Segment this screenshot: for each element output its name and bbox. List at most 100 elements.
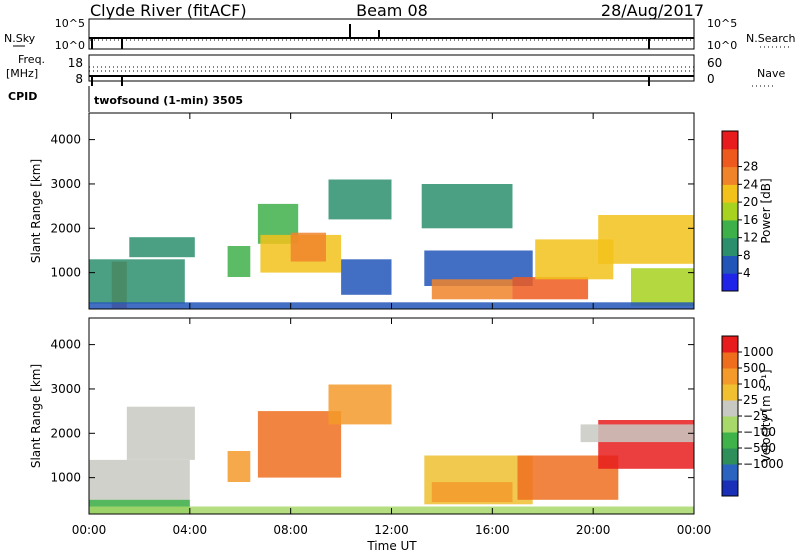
cpid-label: CPID xyxy=(8,90,37,103)
power-echo-region-15 xyxy=(631,268,694,306)
velocity-colorbar-swatch-8 xyxy=(722,352,738,369)
power-colorbar-swatch-8 xyxy=(722,131,738,150)
velocity-echo-region-2 xyxy=(126,406,195,460)
velocity-echo-region-3 xyxy=(227,451,251,482)
velocity-ytick-label-0: 1000 xyxy=(50,471,81,485)
velocity-colorbar-swatch-3 xyxy=(722,432,738,449)
velocity-colorbar-swatch-4 xyxy=(722,416,738,433)
power-colorbar-tick-label-1: 8 xyxy=(743,248,751,262)
velocity-colorbar-swatch-1 xyxy=(722,464,738,481)
time-axis: 00:00 04:00 08:00 12:00 16:00 20:00 00:00 xyxy=(72,523,712,537)
nsearch-tick-top: 10^5 xyxy=(707,17,737,30)
power-colorbar-tick-label-5: 24 xyxy=(743,177,758,191)
power-echo-region-2 xyxy=(129,237,195,258)
power-ytick-label-0: 1000 xyxy=(50,266,81,280)
velocity-colorbar-tick-label-4: −25 xyxy=(743,409,768,423)
power-colorbar-swatch-5 xyxy=(722,184,738,203)
velocity-colorbar: 1000 500 100 25 −25 −100 −500 −1000 xyxy=(721,335,784,497)
velocity-colorbar-tick-label-2: 100 xyxy=(743,377,766,391)
noise-panel: N.Sky 10^5 10^0 10^5 10^0 N.Search xyxy=(4,17,796,52)
power-echo-region-12 xyxy=(512,277,589,300)
time-axis-label: Time UT xyxy=(366,539,417,553)
velocity-panel: 1000 2000 3000 4000 Slant Range [km] 1000 50… xyxy=(29,317,784,515)
beam-title: Beam 08 xyxy=(356,1,428,20)
nsearch-tick-bottom: 10^0 xyxy=(707,39,737,52)
power-echo-region-9 xyxy=(421,184,513,229)
power-echo-region-11 xyxy=(431,279,513,300)
date-title: 28/Aug/2017 xyxy=(601,1,704,20)
freq-unit-label: [MHz] xyxy=(6,67,38,80)
velocity-colorbar-label: Velocity [m s⁻¹] xyxy=(759,369,773,462)
power-echo-region-14 xyxy=(598,215,694,264)
velocity-colorbar-swatch-2 xyxy=(722,448,738,465)
power-colorbar-tick-label-6: 28 xyxy=(743,160,758,174)
nave-tick-top: 60 xyxy=(707,56,722,70)
nsky-label: N.Sky xyxy=(4,32,36,45)
power-echo-region-8 xyxy=(341,259,392,295)
velocity-colorbar-tick-label-6: −500 xyxy=(743,441,776,455)
velocity-y-ticks: 1000 2000 3000 4000 xyxy=(50,318,695,514)
power-colorbar-label: Power [dB] xyxy=(759,178,773,243)
power-colorbar-swatch-3 xyxy=(722,219,738,239)
power-colorbar-tick-label-2: 12 xyxy=(743,231,758,245)
power-colorbar-swatch-6 xyxy=(722,166,738,185)
velocity-ytick-label-2: 3000 xyxy=(50,382,81,396)
time-tick-label-5: 20:00 xyxy=(576,523,611,537)
velocity-echo-region-5 xyxy=(328,384,392,425)
power-data-layer xyxy=(89,179,694,309)
power-ytick-label-1: 2000 xyxy=(50,221,81,235)
velocity-echo-region-10 xyxy=(580,424,694,443)
power-echo-region-7 xyxy=(328,179,392,220)
station-title: Clyde River (fitACF) xyxy=(90,1,247,20)
velocity-ytick-label-3: 4000 xyxy=(50,338,81,352)
power-colorbar-swatch-1 xyxy=(722,255,738,274)
power-y-ticks: 1000 2000 3000 4000 xyxy=(50,113,695,309)
nave-tick-bottom: 0 xyxy=(707,72,715,86)
power-echo-region-1 xyxy=(89,259,185,304)
power-colorbar-tick-label-3: 16 xyxy=(743,213,758,227)
velocity-colorbar-swatch-6 xyxy=(722,384,738,401)
power-colorbar-swatch-7 xyxy=(722,148,738,168)
power-ylabel: Slant Range [km] xyxy=(29,159,43,263)
velocity-colorbar-tick-label-1: 500 xyxy=(743,361,766,375)
velocity-colorbar-tick-label-0: 1000 xyxy=(743,345,774,359)
time-tick-label-4: 16:00 xyxy=(475,523,510,537)
nsky-tick-bottom: 10^0 xyxy=(55,39,85,52)
power-colorbar-swatch-2 xyxy=(722,237,738,256)
power-colorbar-swatch-0 xyxy=(722,273,738,292)
power-ytick-label-3: 4000 xyxy=(50,133,81,147)
power-colorbar-tick-label-0: 4 xyxy=(743,266,751,280)
power-ytick-label-2: 3000 xyxy=(50,177,81,191)
velocity-echo-region-7 xyxy=(431,482,513,503)
freq-tick-bottom: 8 xyxy=(75,72,83,86)
power-echo-region-6 xyxy=(290,232,326,262)
cpid-row: CPID twofsound (1-min) 3505 xyxy=(8,86,243,112)
nsky-tick-top: 10^5 xyxy=(55,17,85,30)
velocity-colorbar-tick-label-7: −1000 xyxy=(743,457,784,471)
power-panel: 1000 2000 3000 4000 Slant Range [km] 4 8 12 16… xyxy=(29,112,773,310)
velocity-ytick-label-1: 2000 xyxy=(50,426,81,440)
velocity-colorbar-swatch-7 xyxy=(722,368,738,385)
time-tick-label-3: 12:00 xyxy=(374,523,409,537)
velocity-colorbar-swatch-5 xyxy=(722,400,738,417)
velocity-echo-region-4 xyxy=(257,411,342,478)
nave-label: Nave xyxy=(757,67,785,80)
nsearch-label: N.Search xyxy=(746,32,796,45)
velocity-colorbar-swatch-0 xyxy=(722,480,738,497)
power-colorbar-swatch-4 xyxy=(722,202,738,221)
velocity-colorbar-swatch-9 xyxy=(722,336,738,353)
freq-panel: Freq. [MHz] 18 8 60 0 Nave xyxy=(6,53,785,87)
velocity-colorbar-tick-label-3: 25 xyxy=(743,393,758,407)
cpid-text: twofsound (1-min) 3505 xyxy=(94,94,243,107)
power-colorbar-tick-label-4: 20 xyxy=(743,195,758,209)
velocity-colorbar-tick-label-5: −100 xyxy=(743,425,776,439)
time-tick-label-2: 08:00 xyxy=(273,523,308,537)
freq-tick-top: 18 xyxy=(68,56,83,70)
power-colorbar: 4 8 12 16 20 24 28 xyxy=(721,130,758,292)
freq-label: Freq. xyxy=(18,53,45,66)
velocity-ylabel: Slant Range [km] xyxy=(29,364,43,468)
time-tick-label-1: 04:00 xyxy=(173,523,208,537)
time-tick-label-6: 00:00 xyxy=(677,523,712,537)
time-tick-label-0: 00:00 xyxy=(72,523,107,537)
